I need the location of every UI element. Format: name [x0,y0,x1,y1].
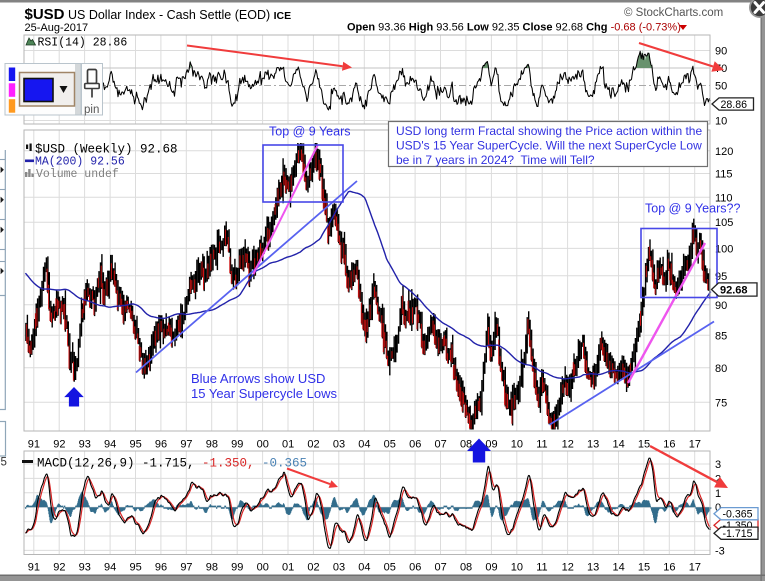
svg-text:be in 7 years in 2024? Time w: be in 7 years in 2024? Time will Tell? [396,153,595,167]
svg-text:02: 02 [307,562,319,574]
svg-text:10: 10 [511,562,523,574]
svg-text:93: 93 [79,562,91,574]
svg-text:91: 91 [28,439,40,451]
svg-text:RSI(14) 28.86: RSI(14) 28.86 [38,37,128,50]
svg-text:03: 03 [333,439,345,451]
svg-text:05: 05 [384,562,396,574]
svg-text:80: 80 [715,363,727,375]
svg-text:12: 12 [562,562,574,574]
svg-text:92: 92 [53,439,65,451]
svg-text:-1.715: -1.715 [723,528,753,540]
svg-text:USD's 15 Year SuperCycle. Will: USD's 15 Year SuperCycle. Will the next … [396,139,702,153]
svg-text:Open 93.36 High 93.56 Low 92.3: Open 93.36 High 93.56 Low 92.35 Close 92… [347,22,681,34]
svg-text:MACD(12,26,9) -1.715, -1.350,: MACD(12,26,9) -1.715, -1.350, -0.365 [37,457,307,471]
svg-text:15: 15 [638,439,650,451]
svg-text:17: 17 [689,439,701,451]
svg-text:98: 98 [206,439,218,451]
svg-text:1: 1 [715,488,721,500]
svg-text:Top @ 9 Years??: Top @ 9 Years?? [645,202,740,216]
svg-text:06: 06 [409,439,421,451]
svg-text:Top @ 9 Years: Top @ 9 Years [269,125,351,139]
svg-text:2: 2 [715,473,721,485]
svg-text:$USD (Weekly) 92.68: $USD (Weekly) 92.68 [35,143,178,157]
svg-text:Blue Arrows show USD: Blue Arrows show USD [191,371,325,386]
svg-text:01: 01 [282,562,294,574]
svg-text:115: 115 [715,169,733,181]
svg-text:99: 99 [231,439,243,451]
svg-text:12: 12 [562,439,574,451]
svg-text:17: 17 [689,562,701,574]
svg-text:-0.365: -0.365 [723,509,753,521]
svg-text:97: 97 [180,562,192,574]
svg-text:08: 08 [460,562,472,574]
svg-text:08: 08 [460,439,472,451]
svg-text:93: 93 [79,439,91,451]
svg-text:90: 90 [715,300,727,312]
svg-text:94: 94 [104,562,116,574]
svg-text:05: 05 [384,439,396,451]
svg-text:0: 0 [715,502,721,514]
svg-text:120: 120 [715,146,733,158]
svg-text:10: 10 [715,116,727,128]
svg-text:04: 04 [358,562,370,574]
svg-text:94: 94 [104,439,116,451]
svg-text:10: 10 [511,439,523,451]
svg-text:16: 16 [663,562,675,574]
svg-text:90: 90 [715,46,727,58]
svg-text:15: 15 [638,562,650,574]
svg-text:01: 01 [282,439,294,451]
svg-text:75: 75 [715,397,727,409]
svg-text:06: 06 [409,562,421,574]
svg-text:110: 110 [715,192,733,204]
svg-text:100: 100 [715,243,733,255]
svg-text:28.86: 28.86 [721,99,748,111]
svg-text:50: 50 [715,81,727,93]
svg-text:95: 95 [129,439,141,451]
svg-text:USD long term Fractal showing: USD long term Fractal showing the Price … [396,124,702,138]
svg-text:00: 00 [257,439,269,451]
svg-text:03: 03 [333,562,345,574]
svg-text:11: 11 [536,562,547,574]
svg-text:09: 09 [485,439,497,451]
svg-text:Volume undef: Volume undef [36,168,119,181]
svg-text:13: 13 [587,439,599,451]
svg-text:98: 98 [206,562,218,574]
svg-text:105: 105 [715,217,733,229]
svg-text:11: 11 [536,439,547,451]
svg-text:96: 96 [155,439,167,451]
svg-text:14: 14 [612,439,624,451]
svg-text:92.68: 92.68 [720,285,748,297]
svg-text:$USD US Dollar Index - Cash Se: $USD US Dollar Index - Cash Settle (EOD)… [25,6,292,23]
svg-text:07: 07 [435,439,447,451]
svg-text:99: 99 [231,562,243,574]
svg-text:MA(200) 92.56: MA(200) 92.56 [35,156,125,169]
svg-text:02: 02 [307,439,319,451]
svg-text:pin: pin [84,104,99,116]
svg-text:25-Aug-2017: 25-Aug-2017 [25,22,89,34]
svg-text:© StockCharts.com: © StockCharts.com [624,7,723,19]
svg-text:95: 95 [129,562,141,574]
svg-text:16: 16 [663,439,675,451]
svg-text:04: 04 [358,439,370,451]
svg-text:14: 14 [612,562,624,574]
svg-text:95: 95 [715,271,727,283]
svg-text:97: 97 [180,439,192,451]
svg-text:85: 85 [715,330,727,342]
svg-text:07: 07 [435,562,447,574]
svg-text:91: 91 [28,562,40,574]
svg-text:-3: -3 [715,545,725,557]
svg-text:00: 00 [257,562,269,574]
svg-text:92: 92 [53,562,65,574]
svg-text:13: 13 [587,562,599,574]
svg-text:5: 5 [1,457,7,469]
svg-text:3: 3 [715,459,721,471]
svg-text:09: 09 [485,562,497,574]
svg-text:96: 96 [155,562,167,574]
svg-text:15 Year Supercycle Lows: 15 Year Supercycle Lows [191,386,337,401]
